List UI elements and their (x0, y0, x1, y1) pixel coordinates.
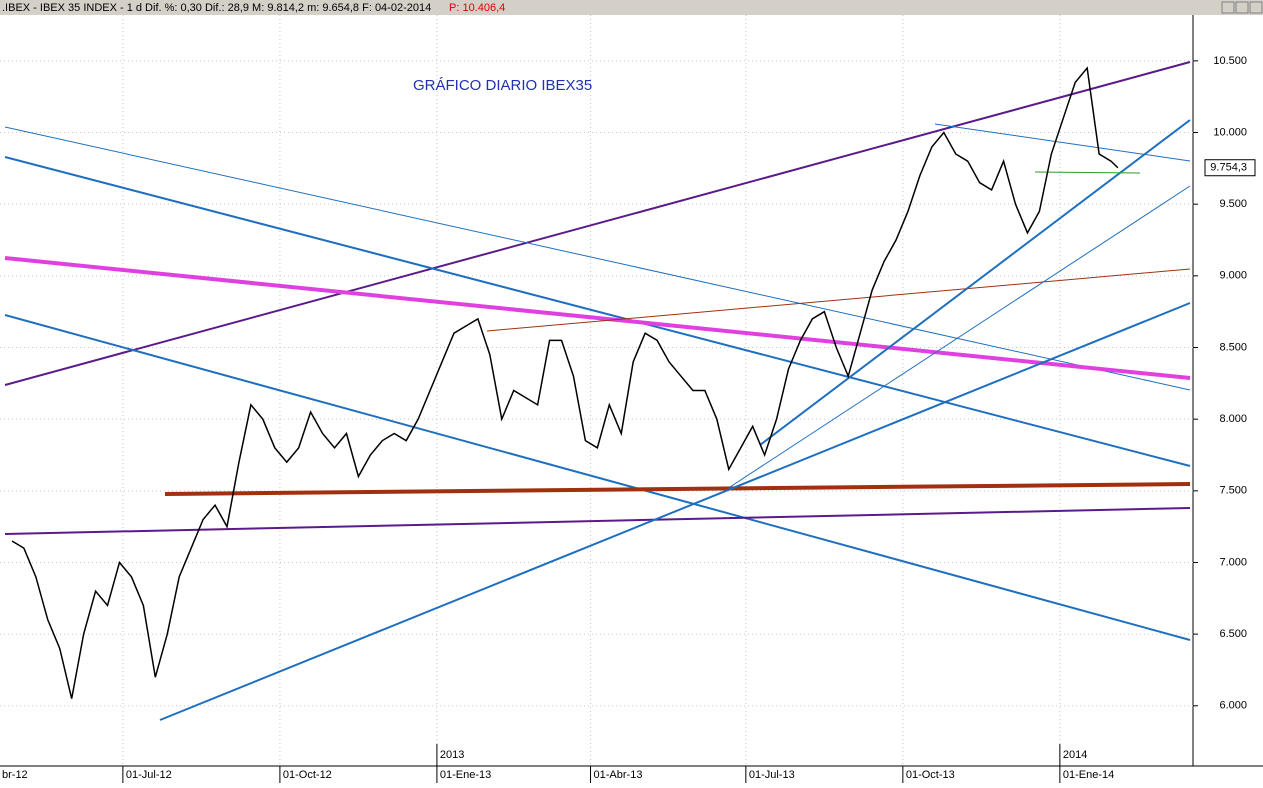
close-button[interactable] (1249, 1, 1263, 14)
y-tick-label: 6.500 (1219, 628, 1247, 640)
trendline (759, 119, 1191, 446)
trendline (4, 256, 1191, 380)
maximize-button[interactable] (1235, 1, 1249, 14)
last-value-label: 9.754,3 (1210, 162, 1247, 174)
x-tick-label: 01-Ene-14 (1063, 769, 1114, 781)
x-tick-label: 01-Oct-12 (283, 769, 332, 781)
trendline (934, 123, 1191, 162)
trendline (4, 507, 1191, 535)
top-bar (0, 0, 1263, 15)
last-value-box (1204, 159, 1256, 177)
chart-title: GRÁFICO DIARIO IBEX35 (413, 77, 592, 94)
y-tick-label: 10.500 (1213, 55, 1247, 67)
year-label: 2013 (440, 749, 464, 761)
x-tick-label: 01-Jul-12 (126, 769, 172, 781)
x-tick-label: 01-Abr-13 (594, 769, 643, 781)
price-line (11, 66, 1119, 699)
trendline (159, 302, 1191, 721)
y-tick-label: 7.000 (1219, 556, 1247, 568)
trendline (729, 185, 1191, 488)
y-tick-label: 9.500 (1219, 198, 1247, 210)
trendline (164, 482, 1191, 496)
y-axis-area (1193, 15, 1263, 783)
y-tick-label: 6.000 (1219, 700, 1247, 712)
trendline (4, 314, 1191, 641)
trendlines (4, 61, 1191, 721)
trendline (4, 126, 1191, 391)
minimize-button[interactable] (1221, 1, 1235, 14)
y-tick-label: 7.500 (1219, 485, 1247, 497)
x-tick-label: 01-Jul-13 (749, 769, 795, 781)
trendline (1034, 171, 1141, 174)
y-tick-label: 9.000 (1219, 270, 1247, 282)
header-info: .IBEX - IBEX 35 INDEX - 1 d Dif. %: 0,30… (2, 2, 431, 14)
x-tick-label: br-12 (2, 769, 28, 781)
trendline (4, 61, 1191, 386)
x-tick-label: 01-Oct-13 (906, 769, 955, 781)
header-price: P: 10.406,4 (449, 2, 505, 14)
year-label: 2014 (1063, 749, 1087, 761)
y-tick-label: 8.000 (1219, 413, 1247, 425)
y-tick-label: 10.000 (1213, 126, 1247, 138)
trendline (4, 156, 1191, 467)
x-tick-label: 01-Ene-13 (440, 769, 491, 781)
trendline (486, 268, 1191, 332)
y-tick-label: 8.500 (1219, 341, 1247, 353)
